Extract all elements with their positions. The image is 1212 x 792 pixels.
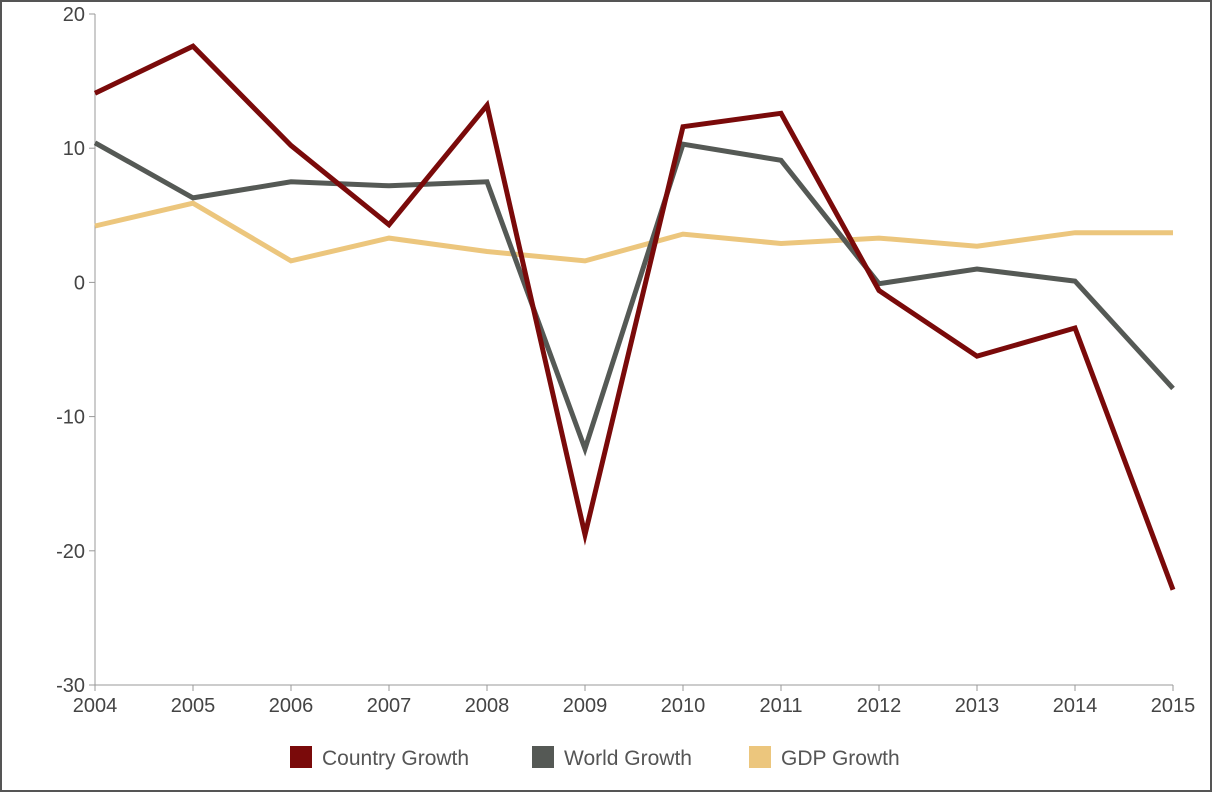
legend-label-world-growth: World Growth (564, 747, 692, 770)
axes (94, 14, 1173, 686)
x-tick-label: 2014 (1053, 695, 1098, 717)
series-line-gdp-growth (94, 200, 1173, 264)
x-tick-label: 2010 (661, 695, 706, 717)
x-axis-ticks: 2004 2005 2006 2007 2008 2009 2010 2011 2012 2013… (73, 685, 1196, 717)
x-tick-label: 2008 (465, 695, 510, 717)
legend-swatch-world-growth (532, 746, 554, 768)
x-tick-label: 2015 (1151, 695, 1196, 717)
x-tick-label: 2009 (563, 695, 608, 717)
legend-swatch-country-growth (290, 746, 312, 768)
x-tick-label: 2006 (269, 695, 314, 717)
y-tick-label: 20 (63, 4, 85, 26)
x-tick-label: 2005 (171, 695, 216, 717)
legend-swatch-gdp-growth (749, 746, 771, 768)
series-line-country-growth (93, 43, 1176, 591)
y-tick-label: -30 (56, 675, 85, 697)
x-tick-label: 2004 (73, 695, 118, 717)
x-tick-label: 2013 (955, 695, 1000, 717)
x-tick-label: 2007 (367, 695, 412, 717)
y-tick-label: 0 (74, 272, 85, 294)
x-tick-label: 2011 (759, 695, 802, 717)
x-tick-label: 2012 (857, 695, 902, 717)
y-tick-label: -10 (56, 407, 85, 429)
legend-label-gdp-growth: GDP Growth (781, 747, 900, 770)
legend: Country Growth World Growth GDP Growth (290, 746, 900, 770)
legend-label-country-growth: Country Growth (322, 747, 469, 770)
series-lines (93, 43, 1176, 591)
y-tick-label: -20 (56, 541, 85, 563)
y-axis-ticks: 20 10 0 -10 -20 -30 (56, 4, 95, 697)
y-tick-label: 10 (63, 138, 85, 160)
series-line-world-growth (93, 140, 1175, 457)
